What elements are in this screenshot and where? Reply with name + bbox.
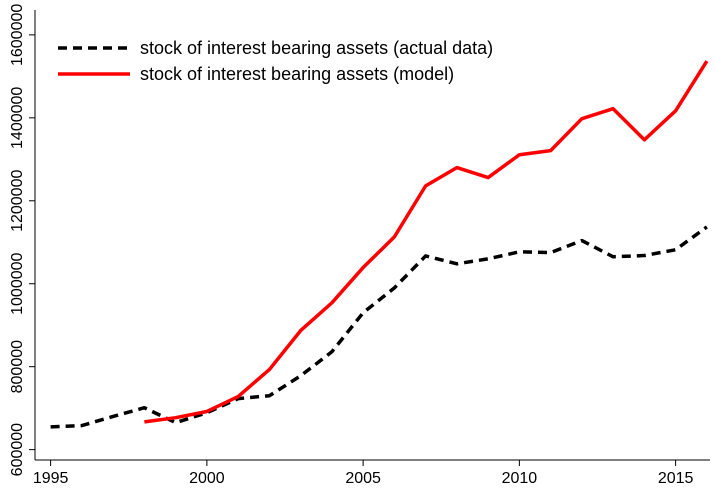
x-tick-label: 2015 bbox=[658, 470, 694, 487]
series-line bbox=[144, 60, 709, 424]
legend-label: stock of interest bearing assets (model) bbox=[140, 64, 454, 84]
y-tick-label: 1600000 bbox=[9, 4, 26, 66]
y-tick-label: 1400000 bbox=[9, 87, 26, 149]
x-tick-label: 2000 bbox=[189, 470, 225, 487]
x-tick-label: 2005 bbox=[345, 470, 381, 487]
legend-label: stock of interest bearing assets (actual… bbox=[140, 38, 493, 58]
y-tick-label: 1000000 bbox=[9, 252, 26, 314]
y-tick-label: 800000 bbox=[9, 340, 26, 393]
y-tick-label: 600000 bbox=[9, 423, 26, 476]
y-tick-label: 1200000 bbox=[9, 170, 26, 232]
x-tick-label: 2010 bbox=[502, 470, 538, 487]
x-tick-label: 1995 bbox=[33, 470, 69, 487]
series-line bbox=[50, 225, 708, 429]
